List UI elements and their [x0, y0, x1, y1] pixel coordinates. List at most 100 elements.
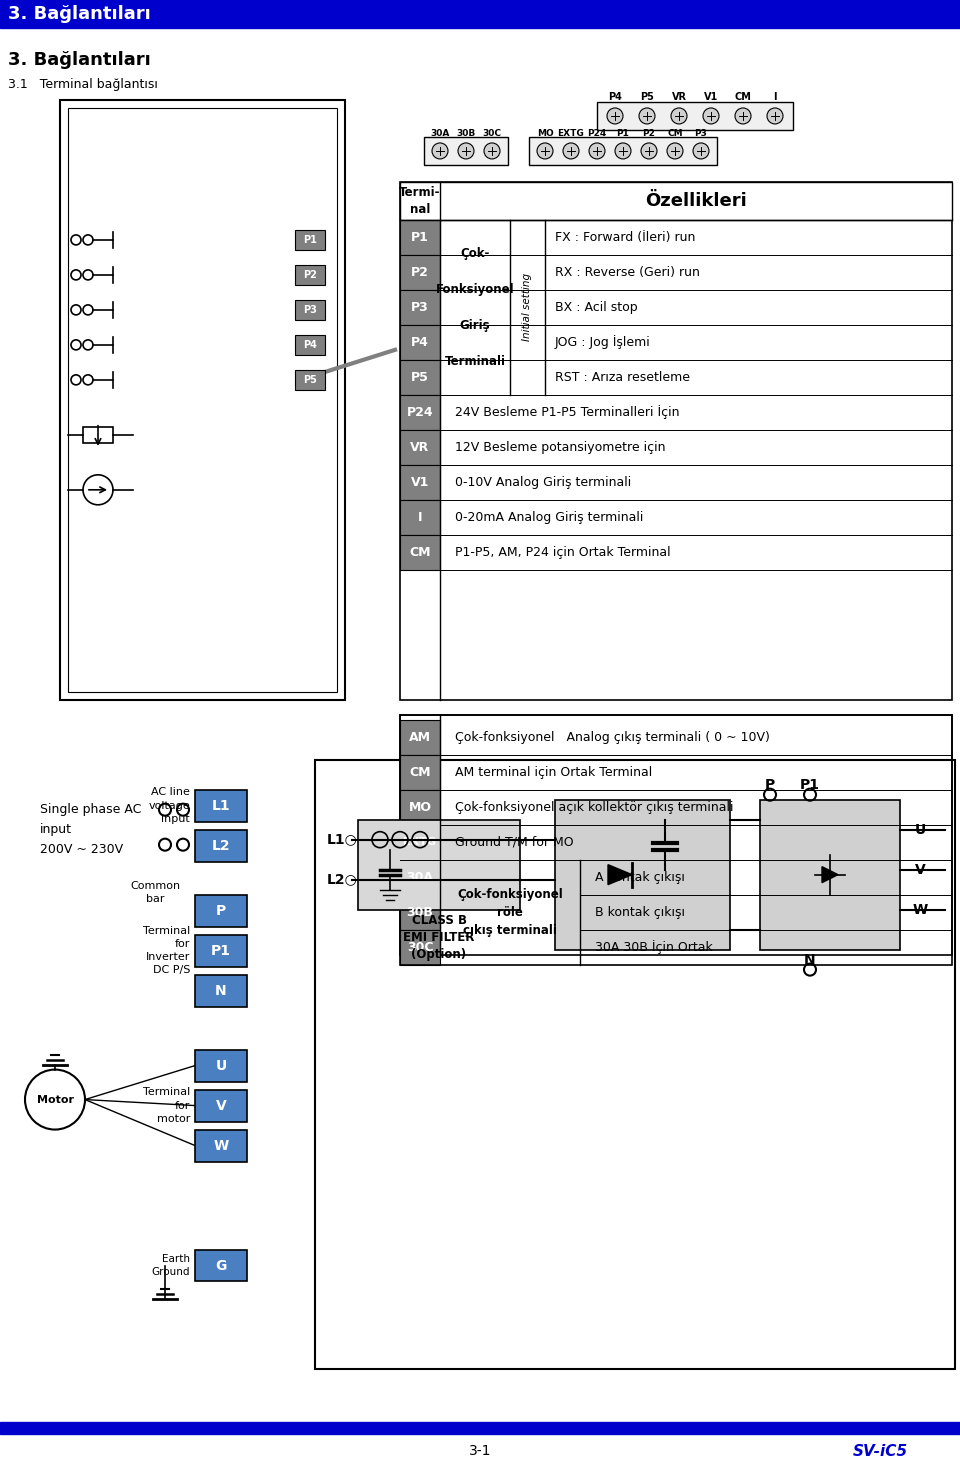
- Bar: [400, 430, 440, 465]
- Circle shape: [641, 143, 657, 159]
- Text: P1-P5, AM, P24 için Ortak Terminal: P1-P5, AM, P24 için Ortak Terminal: [455, 546, 671, 558]
- Text: Ground T/M for MO: Ground T/M for MO: [455, 836, 574, 849]
- Text: 3.1   Terminal bağlantısı: 3.1 Terminal bağlantısı: [8, 79, 157, 92]
- Text: P: P: [765, 777, 775, 792]
- Text: AM: AM: [409, 730, 431, 744]
- Bar: [400, 254, 440, 289]
- Circle shape: [537, 143, 553, 159]
- Text: P1: P1: [800, 777, 820, 792]
- Bar: [358, 820, 520, 910]
- Text: MO: MO: [537, 129, 553, 137]
- Text: 12V Besleme potansiyometre için: 12V Besleme potansiyometre için: [455, 441, 665, 454]
- Text: VR: VR: [410, 441, 430, 454]
- Bar: [195, 1049, 247, 1081]
- Circle shape: [615, 143, 631, 159]
- Text: P24: P24: [588, 129, 607, 137]
- Text: V1: V1: [411, 476, 429, 489]
- Text: CLASS B
EMI FILTER
(Option): CLASS B EMI FILTER (Option): [403, 915, 474, 961]
- Text: P4: P4: [303, 340, 317, 349]
- Bar: [400, 790, 440, 824]
- Circle shape: [767, 108, 783, 124]
- Circle shape: [735, 108, 751, 124]
- Text: CM: CM: [734, 92, 752, 102]
- Text: P5: P5: [303, 375, 317, 384]
- Text: W: W: [912, 903, 927, 916]
- Text: RX : Reverse (Geri) run: RX : Reverse (Geri) run: [555, 266, 700, 279]
- Bar: [400, 221, 440, 254]
- Text: EXTG: EXTG: [403, 837, 437, 847]
- Bar: [400, 824, 440, 859]
- Text: I: I: [418, 511, 422, 524]
- Text: 30A: 30A: [406, 871, 434, 884]
- Text: Terminal
for
Inverter
DC P/S: Terminal for Inverter DC P/S: [143, 926, 190, 976]
- Text: 3. Bağlantıları: 3. Bağlantıları: [8, 51, 151, 69]
- Text: 30C: 30C: [483, 129, 501, 137]
- Text: P5: P5: [411, 371, 429, 384]
- Bar: [295, 300, 325, 320]
- Text: Terminal
for
motor: Terminal for motor: [143, 1087, 190, 1124]
- Text: JOG : Jog İşlemi: JOG : Jog İşlemi: [555, 336, 651, 349]
- Text: Çok-fonksiyonel açık kollektör çıkış terminali: Çok-fonksiyonel açık kollektör çıkış ter…: [455, 801, 733, 814]
- Text: 30B: 30B: [407, 906, 433, 919]
- Bar: [195, 830, 247, 862]
- Text: Motor: Motor: [36, 1094, 74, 1105]
- Bar: [760, 799, 900, 950]
- Text: 30A: 30A: [430, 129, 449, 137]
- Text: P1: P1: [303, 235, 317, 245]
- Text: N: N: [215, 983, 227, 998]
- Bar: [400, 289, 440, 324]
- Text: V: V: [915, 862, 925, 877]
- Text: P1: P1: [211, 944, 231, 957]
- Bar: [195, 1090, 247, 1122]
- Text: L2○: L2○: [327, 872, 358, 887]
- Text: EXTG: EXTG: [558, 129, 585, 137]
- Text: L1: L1: [212, 799, 230, 812]
- Bar: [60, 99, 345, 700]
- Bar: [529, 137, 717, 165]
- Bar: [400, 755, 440, 790]
- Text: CM: CM: [409, 546, 431, 558]
- Text: A kontak çıkışı: A kontak çıkışı: [595, 871, 684, 884]
- Text: MO: MO: [409, 801, 431, 814]
- Text: P4: P4: [608, 92, 622, 102]
- Text: P5: P5: [640, 92, 654, 102]
- Text: 30A 30B İçin Ortak: 30A 30B İçin Ortak: [595, 939, 712, 954]
- Text: Özellikleri: Özellikleri: [645, 191, 747, 210]
- Bar: [68, 108, 337, 691]
- Text: input: input: [40, 823, 72, 836]
- Text: 3-1: 3-1: [468, 1445, 492, 1458]
- Text: P3: P3: [411, 301, 429, 314]
- Bar: [195, 894, 247, 926]
- Bar: [400, 929, 440, 964]
- Bar: [400, 714, 952, 964]
- Bar: [555, 799, 730, 950]
- Polygon shape: [608, 865, 632, 885]
- Circle shape: [25, 1069, 85, 1129]
- Circle shape: [484, 143, 500, 159]
- Bar: [195, 1249, 247, 1281]
- Text: Earth
Ground: Earth Ground: [152, 1254, 190, 1277]
- Bar: [400, 720, 440, 755]
- Text: P3: P3: [303, 305, 317, 316]
- Bar: [0, 1423, 960, 1435]
- Bar: [424, 137, 508, 165]
- Bar: [400, 714, 952, 954]
- Bar: [400, 183, 952, 700]
- Text: 3. Bağlantıları: 3. Bağlantıları: [8, 4, 151, 23]
- Bar: [400, 359, 440, 394]
- Text: CM: CM: [409, 766, 431, 779]
- Bar: [400, 465, 440, 500]
- Text: 30B: 30B: [456, 129, 475, 137]
- Bar: [195, 1129, 247, 1161]
- Text: P2: P2: [411, 266, 429, 279]
- Text: L2: L2: [212, 839, 230, 853]
- Text: Çok-

Fonksiyonel

Giriş

Terminali: Çok- Fonksiyonel Giriş Terminali: [436, 247, 515, 368]
- Text: Çok-fonksiyonel
röle
çıkış terminali: Çok-fonksiyonel röle çıkış terminali: [457, 888, 563, 937]
- Bar: [295, 335, 325, 355]
- Bar: [400, 859, 440, 894]
- Bar: [400, 324, 440, 359]
- Circle shape: [693, 143, 709, 159]
- Text: BX : Acil stop: BX : Acil stop: [555, 301, 637, 314]
- Bar: [295, 229, 325, 250]
- Circle shape: [589, 143, 605, 159]
